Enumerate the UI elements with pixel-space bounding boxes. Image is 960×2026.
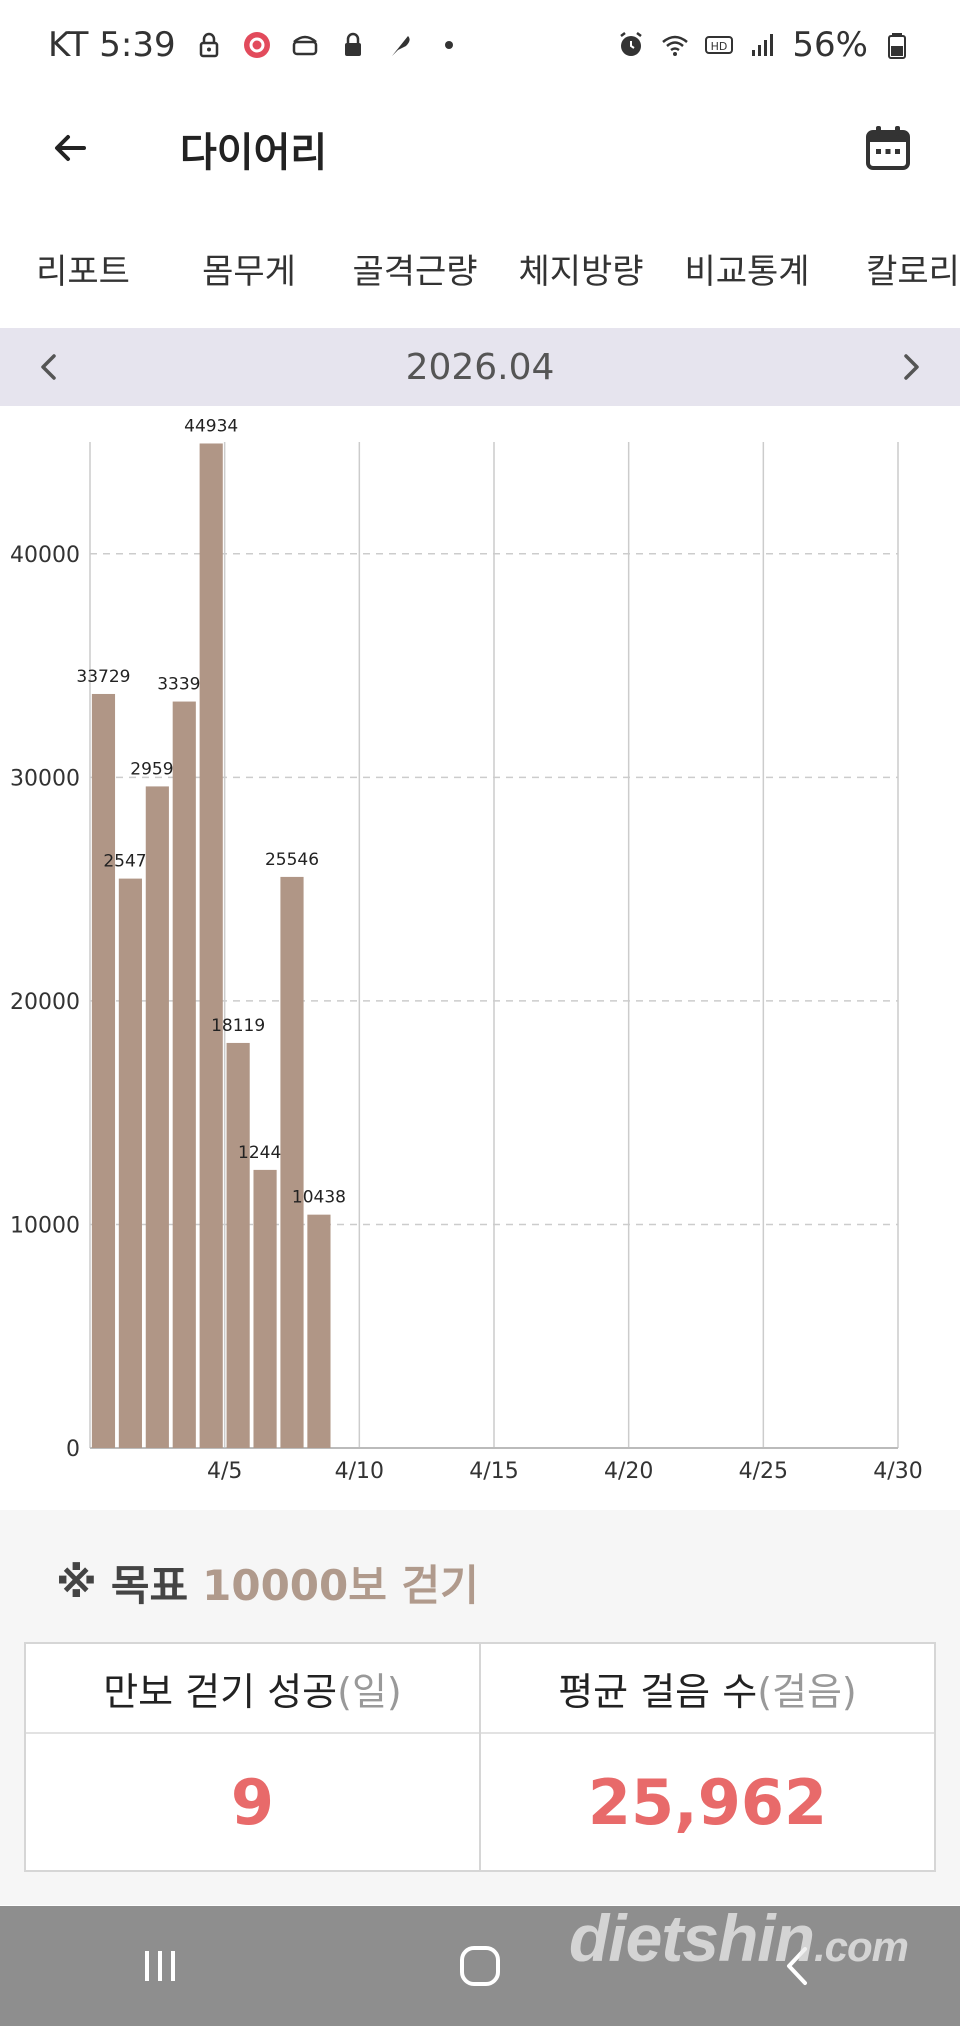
lock-small-icon <box>338 30 368 60</box>
bar-value-label: 33729 <box>76 667 130 687</box>
goal-value: 10000보 걷기 <box>202 1561 479 1610</box>
dot-icon <box>434 30 464 60</box>
calendar-icon <box>866 126 910 170</box>
svg-text:HD: HD <box>711 40 728 53</box>
stat-value: 25,962 <box>587 1765 828 1839</box>
stat-title: 만보 걷기 성공 <box>103 1669 338 1714</box>
y-tick-label: 40000 <box>10 543 80 568</box>
lock-icon <box>194 30 224 60</box>
bar <box>91 693 116 1448</box>
steps-bar-chart: 0 10000 20000 30000 40000 33729 25470 29594 3339… <box>10 416 923 1484</box>
next-month-button[interactable] <box>886 342 936 392</box>
x-tick-label: 4/30 <box>873 1459 922 1484</box>
x-tick-label: 4/10 <box>335 1459 384 1484</box>
tab-report[interactable]: 리포트 <box>36 252 130 292</box>
feather-icon <box>386 30 416 60</box>
prev-month-button[interactable] <box>24 342 74 392</box>
tab-comparison[interactable]: 비교통계 <box>684 252 810 292</box>
watermark-suffix: .com <box>813 1923 909 1970</box>
x-tick-label: 4/25 <box>739 1459 788 1484</box>
back-nav-icon <box>787 1947 807 1985</box>
wifi-icon <box>660 30 690 60</box>
stat-unit: (걸음) <box>757 1669 857 1714</box>
bar-value-label: 44934 <box>184 416 238 436</box>
x-tick-label: 4/5 <box>207 1459 242 1484</box>
stats-table: 만보 걷기 성공 (일) 9 평균 걸음 수 (걸음) 25,962 <box>24 1642 936 1872</box>
tab-weight[interactable]: 몸무게 <box>202 252 296 292</box>
x-tick-label: 4/20 <box>604 1459 653 1484</box>
goal-mark: ※ <box>56 1558 97 1607</box>
tab-calories[interactable]: 칼로리 <box>866 252 960 292</box>
chevron-left-icon <box>41 354 56 380</box>
battery-percent: 56% <box>792 25 868 65</box>
hd-icon: HD <box>704 30 734 60</box>
bar-value-label: 29594 <box>130 759 184 779</box>
home-button[interactable] <box>420 1926 540 2006</box>
tab-body-fat[interactable]: 체지방량 <box>518 252 644 292</box>
app-header: 다이어리 <box>0 90 960 200</box>
page-title: 다이어리 <box>180 130 328 176</box>
bar <box>118 878 142 1448</box>
y-tick-label: 0 <box>66 1437 80 1462</box>
tab-muscle-mass[interactable]: 골격근량 <box>352 252 478 292</box>
bar-value-label: 25546 <box>265 850 319 870</box>
month-nav: 2026.04 <box>0 328 960 406</box>
carrier-time: KT 5:39 <box>48 25 176 65</box>
goal-line: ※ 목표 10000보 걷기 <box>56 1552 479 1613</box>
chevron-right-icon <box>904 354 919 380</box>
bar-value-label: 10438 <box>292 1188 346 1208</box>
stat-header: 평균 걸음 수 (걸음) <box>481 1644 934 1734</box>
system-nav-bar <box>0 1906 960 2026</box>
stat-value: 9 <box>230 1765 275 1839</box>
month-label: 2026.04 <box>405 346 555 388</box>
stat-success-days: 만보 걷기 성공 (일) 9 <box>26 1644 479 1870</box>
watermark: dietshin.com <box>568 1900 909 1976</box>
stat-title: 평균 걸음 수 <box>558 1669 758 1714</box>
home-icon <box>460 1946 500 1986</box>
status-left: KT 5:39 <box>48 25 464 65</box>
status-right: HD 56% <box>616 25 912 65</box>
y-tick-label: 20000 <box>10 990 80 1015</box>
battery-icon <box>882 30 912 60</box>
record-icon <box>242 30 272 60</box>
arrow-left-icon <box>55 135 86 161</box>
recent-apps-icon <box>145 1951 175 1981</box>
app-icon <box>290 30 320 60</box>
bar <box>145 786 169 1448</box>
calendar-button[interactable] <box>856 116 920 180</box>
bar <box>199 443 223 1448</box>
back-nav-button[interactable] <box>740 1926 860 2006</box>
y-tick-label: 30000 <box>10 766 80 791</box>
goal-label: 목표 <box>110 1561 189 1610</box>
bar <box>253 1169 277 1448</box>
bar <box>226 1042 250 1448</box>
x-tick-label: 4/15 <box>469 1459 518 1484</box>
bar-value-label: 25470 <box>103 852 157 872</box>
alarm-icon <box>616 30 646 60</box>
back-button[interactable] <box>40 118 100 178</box>
steps-chart: 0 10000 20000 30000 40000 33729 25470 29594 3339… <box>0 406 960 1510</box>
status-bar: KT 5:39 HD 56% <box>0 0 960 90</box>
bar-value-label: 12440 <box>238 1143 292 1163</box>
bar <box>307 1214 331 1448</box>
bar-value-label: 33390 <box>157 675 211 695</box>
bar <box>280 876 304 1448</box>
bar <box>172 701 196 1448</box>
bar-value-label: 18119 <box>211 1016 265 1036</box>
tab-bar: 리포트 몸무게 골격근량 체지방량 비교통계 칼로리 <box>0 230 960 314</box>
goal-section: ※ 목표 10000보 걷기 만보 걷기 성공 (일) 9 평균 걸음 수 (걸음)… <box>0 1510 960 1905</box>
stat-header: 만보 걷기 성공 (일) <box>26 1644 479 1734</box>
y-tick-label: 10000 <box>10 1213 80 1238</box>
stat-unit: (일) <box>337 1669 402 1714</box>
stat-average-steps: 평균 걸음 수 (걸음) 25,962 <box>479 1644 934 1870</box>
signal-icon <box>748 30 778 60</box>
watermark-text: dietshin <box>568 1901 815 1975</box>
recent-apps-button[interactable] <box>100 1926 220 2006</box>
